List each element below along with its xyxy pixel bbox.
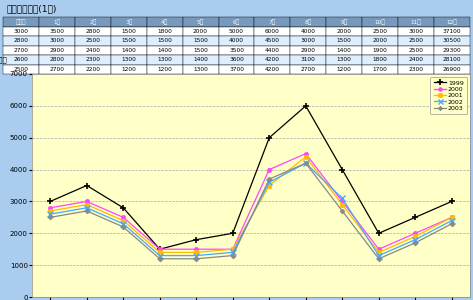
2003 bbox=[193, 257, 199, 261]
2001 bbox=[449, 216, 455, 219]
1999 bbox=[121, 206, 126, 210]
2003 bbox=[412, 241, 418, 244]
2000 bbox=[121, 216, 126, 219]
2003 bbox=[376, 257, 382, 261]
2003 bbox=[266, 177, 272, 181]
2001 bbox=[303, 155, 308, 159]
2002 bbox=[230, 250, 236, 254]
1999 bbox=[266, 136, 272, 140]
1999 bbox=[412, 216, 418, 219]
2003 bbox=[47, 216, 53, 219]
2000 bbox=[303, 152, 308, 155]
2002 bbox=[303, 161, 308, 165]
2000 bbox=[157, 248, 163, 251]
2001 bbox=[340, 203, 345, 206]
1999 bbox=[157, 248, 163, 251]
Line: 2000: 2000 bbox=[48, 152, 454, 251]
Line: 2001: 2001 bbox=[48, 155, 454, 254]
2002 bbox=[157, 254, 163, 257]
2000 bbox=[230, 248, 236, 251]
Y-axis label: （円）: （円） bbox=[0, 56, 8, 63]
Text: 光熱費比較表(1種): 光熱費比較表(1種) bbox=[6, 4, 56, 13]
2002 bbox=[121, 222, 126, 226]
2001 bbox=[266, 184, 272, 187]
2002 bbox=[412, 238, 418, 242]
1999 bbox=[340, 168, 345, 171]
1999 bbox=[449, 200, 455, 203]
1999 bbox=[230, 232, 236, 235]
2002 bbox=[193, 254, 199, 257]
1999 bbox=[84, 184, 89, 187]
2003 bbox=[449, 222, 455, 226]
2000 bbox=[84, 200, 89, 203]
1999 bbox=[47, 200, 53, 203]
Line: 1999: 1999 bbox=[47, 102, 455, 253]
2002 bbox=[84, 206, 89, 210]
2000 bbox=[412, 232, 418, 235]
2002 bbox=[449, 219, 455, 222]
2003 bbox=[84, 209, 89, 213]
2000 bbox=[449, 216, 455, 219]
Legend: 1999, 2000, 2001, 2002, 2003: 1999, 2000, 2001, 2002, 2003 bbox=[430, 77, 467, 114]
2003 bbox=[230, 254, 236, 257]
2003 bbox=[340, 209, 345, 213]
2001 bbox=[121, 219, 126, 222]
2002 bbox=[376, 254, 382, 257]
2000 bbox=[193, 248, 199, 251]
2000 bbox=[266, 168, 272, 171]
1999 bbox=[376, 232, 382, 235]
2000 bbox=[376, 248, 382, 251]
2000 bbox=[47, 206, 53, 210]
2002 bbox=[266, 181, 272, 184]
1999 bbox=[193, 238, 199, 242]
2001 bbox=[157, 250, 163, 254]
2003 bbox=[157, 257, 163, 261]
2003 bbox=[121, 225, 126, 229]
Line: 2002: 2002 bbox=[47, 160, 455, 258]
2003 bbox=[303, 161, 308, 165]
2002 bbox=[340, 196, 345, 200]
2001 bbox=[376, 250, 382, 254]
2001 bbox=[47, 209, 53, 213]
2001 bbox=[230, 248, 236, 251]
2001 bbox=[84, 203, 89, 206]
2001 bbox=[412, 235, 418, 238]
2000 bbox=[340, 200, 345, 203]
Line: 2003: 2003 bbox=[49, 161, 454, 260]
2001 bbox=[193, 250, 199, 254]
2002 bbox=[47, 212, 53, 216]
1999 bbox=[303, 104, 308, 108]
